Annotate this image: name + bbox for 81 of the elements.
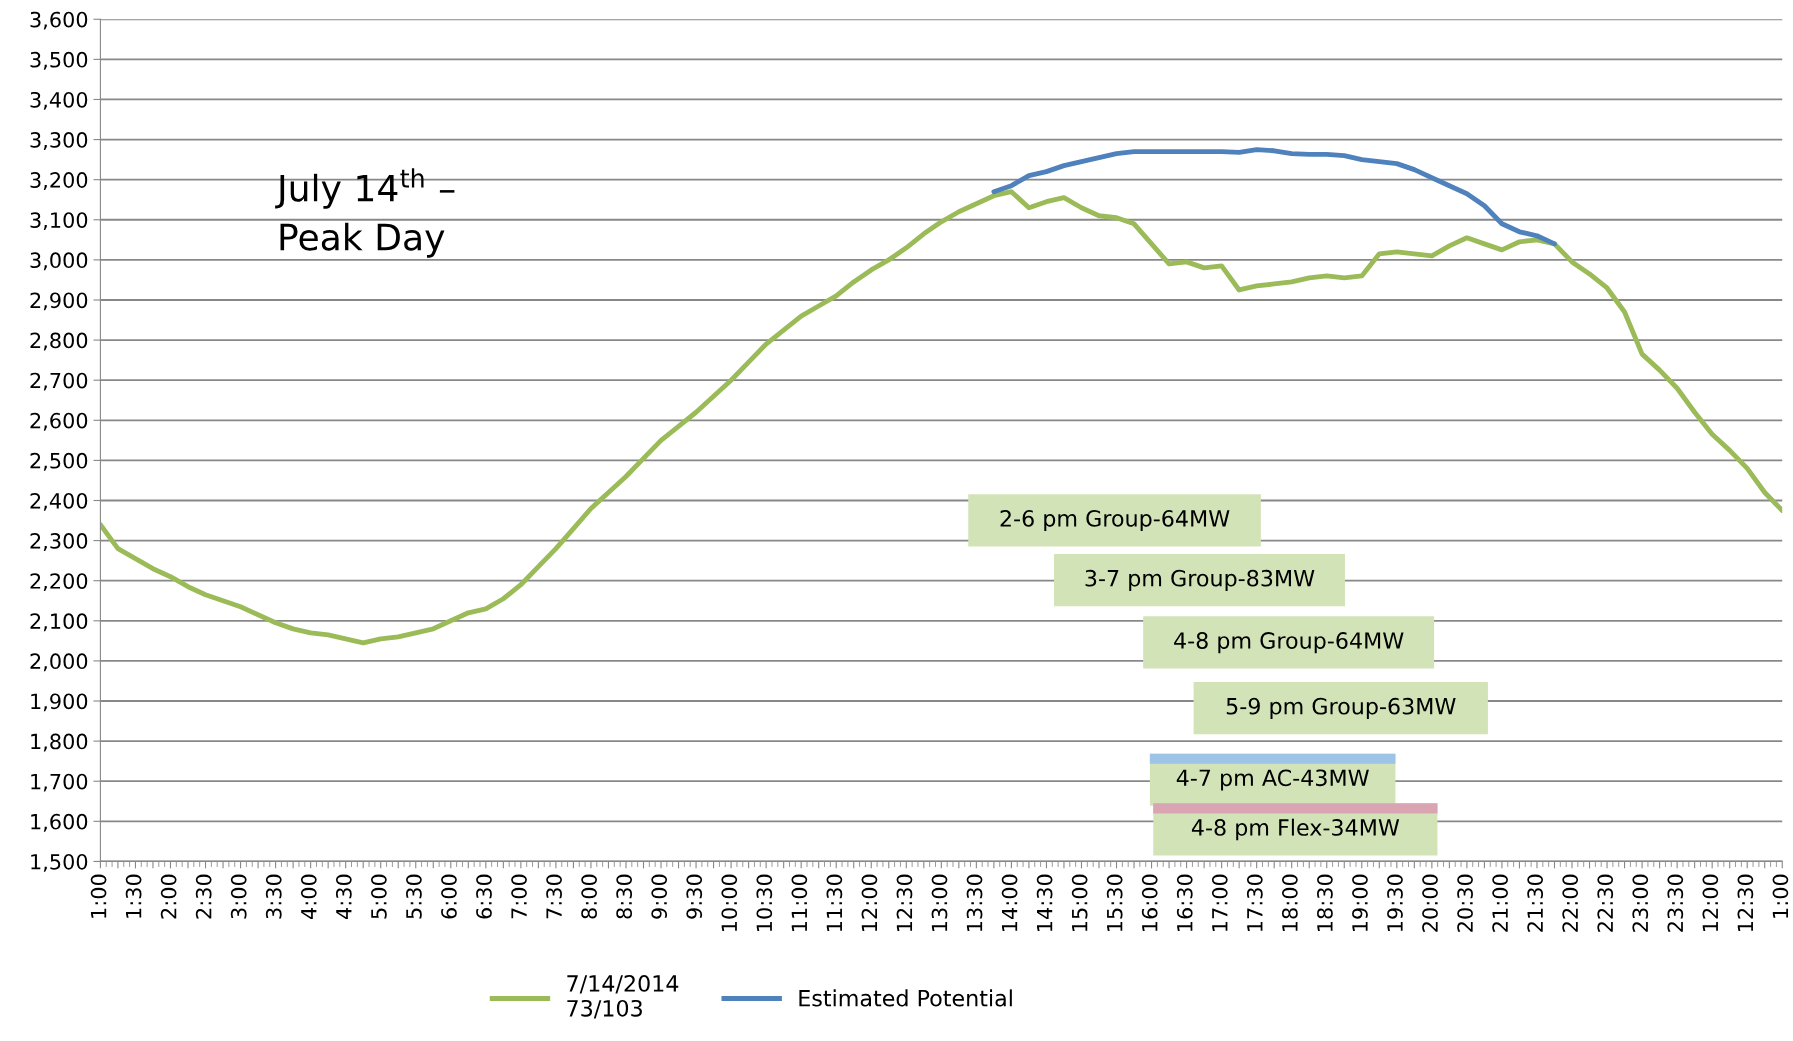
y-tick-label: 2,900 xyxy=(30,292,88,311)
x-tick-label: 18:30 xyxy=(1317,874,1333,931)
annotation: July 14$^{th}$ – Peak Day xyxy=(275,168,455,258)
annotation: 4-7 pm AC-43MW xyxy=(1176,769,1369,791)
y-tick-label: 1,900 xyxy=(31,693,88,712)
y-tick-label: 3,300 xyxy=(30,132,88,150)
y-tick-label: 2,400 xyxy=(30,492,88,511)
x-tick-label: 1:30 xyxy=(125,874,142,918)
y-tick-label: 3,000 xyxy=(30,252,88,271)
x-tick-label: 12:30 xyxy=(1737,874,1754,931)
y-tick-label: 2,200 xyxy=(30,573,88,592)
y-tick-label: 1,700 xyxy=(31,773,88,792)
y-tick-label: 3,100 xyxy=(30,212,88,231)
x-tick-label: 2:00 xyxy=(160,874,177,919)
x-tick-label: 22:30 xyxy=(1597,874,1614,932)
x-tick-label: 18:00 xyxy=(1281,874,1298,931)
x-tick-label: 17:30 xyxy=(1246,874,1263,931)
x-tick-label: 16:00 xyxy=(1141,874,1158,931)
x-tick-label: 17:00 xyxy=(1211,874,1228,931)
x-tick-label: 4:30 xyxy=(335,874,352,919)
y-tick-label: 3,400 xyxy=(30,91,88,110)
x-tick-label: 12:00 xyxy=(861,874,878,931)
x-tick-label: 5:30 xyxy=(406,874,422,919)
x-tick-label: 10:30 xyxy=(756,874,773,931)
x-tick-label: 21:00 xyxy=(1492,874,1508,932)
x-tick-label: 16:30 xyxy=(1176,874,1193,931)
x-tick-label: 11:00 xyxy=(791,874,808,931)
y-tick-label: 3,600 xyxy=(30,11,88,30)
x-tick-label: 10:00 xyxy=(721,874,738,931)
x-tick-label: 15:00 xyxy=(1071,874,1088,931)
x-tick-label: 3:30 xyxy=(265,874,282,919)
y-tick-label: 2,100 xyxy=(30,613,88,632)
x-tick-label: 20:30 xyxy=(1457,874,1473,932)
x-tick-label: 20:00 xyxy=(1422,874,1438,932)
x-tick-label: 7:00 xyxy=(511,874,527,919)
y-tick-label: 2,600 xyxy=(30,412,88,431)
x-tick-label: 1:00 xyxy=(1772,874,1789,918)
x-tick-label: 14:30 xyxy=(1036,874,1053,931)
x-tick-label: 11:30 xyxy=(826,874,843,931)
x-tick-label: 19:30 xyxy=(1387,874,1403,931)
y-tick-label: 2,800 xyxy=(30,332,88,351)
x-tick-label: 9:00 xyxy=(651,874,668,919)
x-tick-label: 2:30 xyxy=(195,874,212,919)
annotation: 5-9 pm Group-63MW xyxy=(1226,697,1456,719)
x-tick-label: 6:30 xyxy=(476,874,492,919)
x-tick-label: 3:00 xyxy=(230,874,247,919)
y-tick-label: 2,000 xyxy=(30,653,88,672)
legend-label: 7/14/2014 73/103 xyxy=(567,975,679,1019)
x-tick-label: 12:00 xyxy=(1702,874,1719,931)
x-tick-label: 15:30 xyxy=(1106,874,1123,931)
x-tick-label: 12:30 xyxy=(896,874,913,931)
y-tick-label: 1,600 xyxy=(31,813,88,832)
x-tick-label: 21:30 xyxy=(1527,874,1544,932)
x-tick-label: 7:30 xyxy=(546,874,562,919)
line-series xyxy=(991,147,1557,247)
x-tick-label: 8:00 xyxy=(581,874,597,919)
y-tick-label: 2,500 xyxy=(30,452,88,471)
annotation: 4-8 pm Flex-34MW xyxy=(1191,818,1400,841)
x-tick-label: 9:30 xyxy=(686,874,703,919)
annotation: 2-6 pm Group-64MW xyxy=(1000,509,1230,532)
x-tick-label: 5:00 xyxy=(371,874,387,919)
x-tick-label: 19:00 xyxy=(1352,874,1368,931)
y-tick-label: 3,500 xyxy=(30,51,88,70)
x-tick-label: 13:00 xyxy=(931,874,948,931)
x-tick-label: 22:00 xyxy=(1562,874,1579,932)
y-tick-label: 2,700 xyxy=(30,372,88,391)
legend-label: Estimated Potential xyxy=(799,989,1012,1007)
y-tick-label: 1,800 xyxy=(31,733,88,752)
x-tick-label: 8:30 xyxy=(616,874,633,919)
x-tick-label: 6:00 xyxy=(441,874,457,919)
x-tick-label: 1:00 xyxy=(90,874,107,918)
y-tick-label: 3,200 xyxy=(30,172,88,191)
x-tick-label: 23:30 xyxy=(1667,874,1684,932)
y-tick-label: 2,300 xyxy=(30,533,88,551)
x-tick-label: 4:00 xyxy=(300,874,317,919)
annotation: 4-8 pm Group-64MW xyxy=(1174,632,1404,654)
x-tick-label: 13:30 xyxy=(966,874,983,931)
annotation: 3-7 pm Group-83MW xyxy=(1085,569,1315,591)
y-tick-label: 1,500 xyxy=(31,853,88,872)
x-tick-label: 14:00 xyxy=(1001,874,1018,931)
x-tick-label: 23:00 xyxy=(1632,874,1649,932)
